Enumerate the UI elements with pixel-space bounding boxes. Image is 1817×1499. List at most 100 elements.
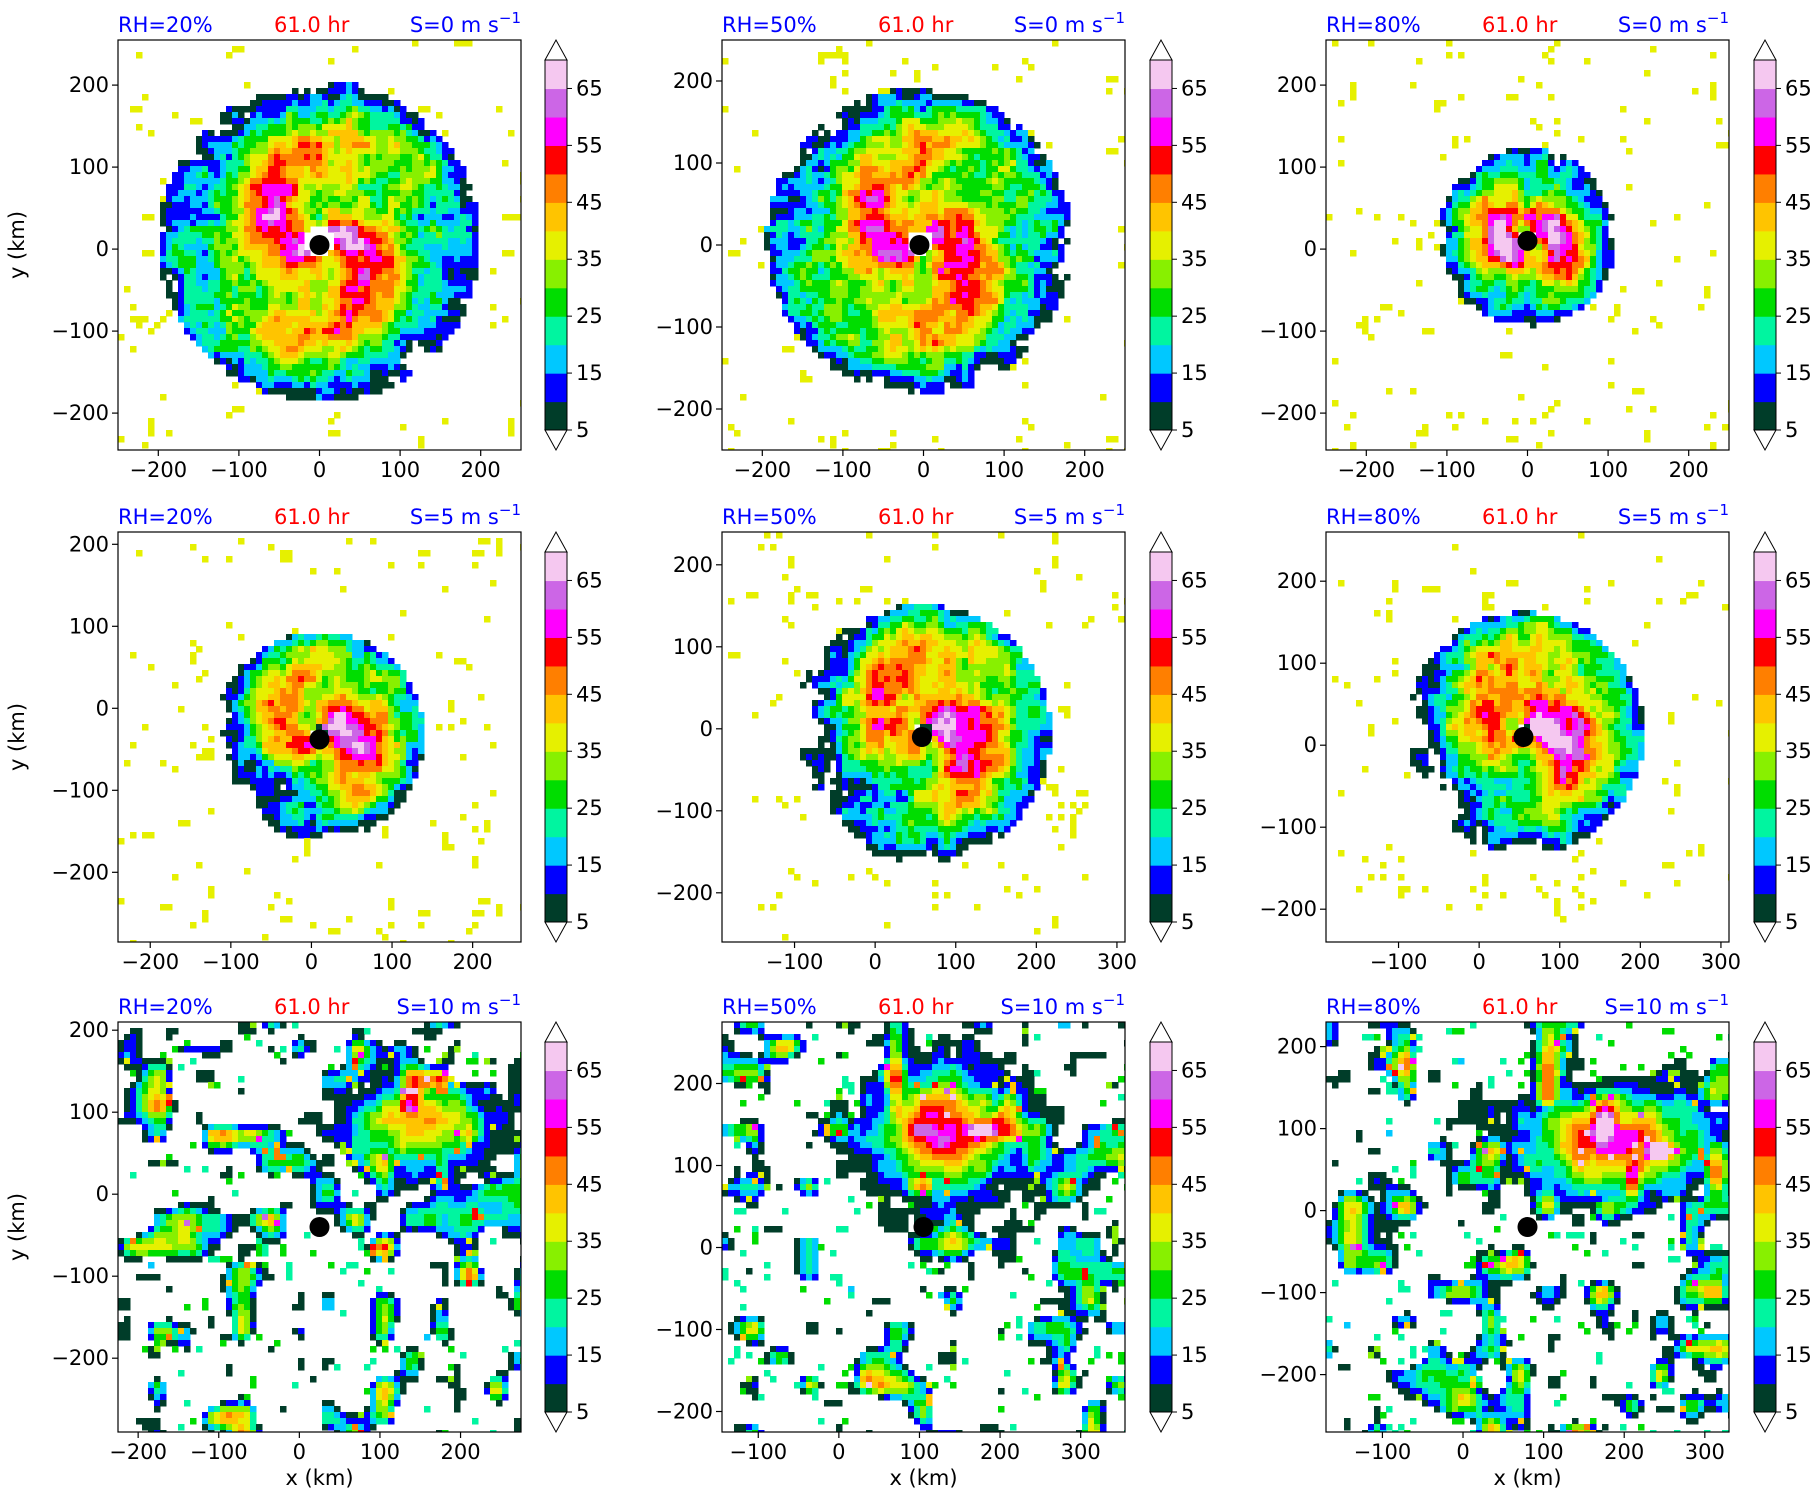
y-tick-label: 100 [69, 155, 109, 179]
colorbar-segment [1754, 1241, 1776, 1271]
y-tick-label: −100 [1259, 815, 1317, 839]
y-tick-label: −200 [51, 401, 109, 425]
x-tick-label: 0 [313, 458, 326, 482]
rh-label: RH=20% [118, 995, 213, 1019]
colorbar-segment [1150, 287, 1172, 317]
colorbar-extend-top [1753, 530, 1777, 553]
colorbar-tick-label: 25 [1785, 304, 1812, 328]
x-tick-label: 100 [1588, 458, 1628, 482]
colorbar-tick-label: 65 [1785, 1058, 1812, 1082]
colorbar-tick-label: 15 [1785, 361, 1812, 385]
colorbar-segment [1754, 836, 1776, 866]
time-label: 61.0 hr [878, 995, 954, 1019]
x-tick-label: −100 [1354, 1440, 1412, 1464]
colorbar-segment [1150, 1042, 1172, 1072]
colorbar-tick-label: 55 [1785, 133, 1812, 157]
colorbar-segment [545, 401, 567, 431]
colorbar-segment [545, 552, 567, 582]
colorbar-segment [545, 259, 567, 289]
colorbar-segment [545, 637, 567, 667]
x-tick-label: −200 [1337, 458, 1395, 482]
colorbar-segment [1754, 287, 1776, 317]
x-tick-label: 0 [917, 458, 930, 482]
y-tick-label: −100 [655, 315, 713, 339]
colorbar-tick-label: 55 [1181, 133, 1208, 157]
x-tick-label: −100 [190, 1440, 248, 1464]
reflectivity-field [722, 1022, 1125, 1432]
y-tick-label: 100 [69, 1100, 109, 1124]
y-tick-label: −100 [51, 778, 109, 802]
colorbar-tick-label: 55 [576, 1115, 603, 1139]
time-label: 61.0 hr [878, 505, 954, 529]
colorbar-segment [1150, 230, 1172, 260]
colorbar: 5 15 25 35 45 55 65 [1149, 530, 1208, 944]
colorbar-tick-label: 15 [1181, 853, 1208, 877]
y-tick-label: −200 [51, 860, 109, 884]
colorbar-extend-top [1753, 1020, 1777, 1043]
storm-center-marker [1517, 1217, 1538, 1237]
colorbar-extend-bottom [1149, 1411, 1173, 1434]
colorbar-segment [1754, 230, 1776, 260]
y-tick-label: 0 [700, 233, 713, 257]
y-tick-label: −200 [655, 881, 713, 905]
y-tick-label: 200 [1277, 73, 1317, 97]
y-tick-label: 200 [69, 532, 109, 556]
colorbar-tick-label: 65 [576, 1058, 603, 1082]
colorbar-extend-bottom [544, 429, 568, 452]
colorbar-tick-label: 5 [1785, 418, 1798, 442]
colorbar-tick-label: 65 [1181, 76, 1208, 100]
time-label: 61.0 hr [274, 505, 350, 529]
storm-center-marker [913, 1217, 934, 1237]
colorbar-segment [1150, 552, 1172, 582]
colorbar-segment [1754, 1042, 1776, 1072]
colorbar-segment [545, 722, 567, 752]
colorbar-segment [1754, 1355, 1776, 1385]
x-axis-label: x (km) [889, 1466, 957, 1490]
colorbar-segment [1754, 694, 1776, 724]
rh-label: RH=50% [722, 995, 817, 1019]
time-label: 61.0 hr [878, 13, 954, 37]
colorbar-tick-label: 65 [1181, 568, 1208, 592]
colorbar-segment [1754, 1212, 1776, 1242]
colorbar-frame [544, 551, 568, 923]
colorbar-tick-label: 55 [576, 625, 603, 649]
colorbar-segment [545, 1042, 567, 1072]
colorbar-tick-label: 35 [1181, 1229, 1208, 1253]
storm-center-marker [309, 235, 330, 255]
colorbar-tick-label: 45 [1181, 1172, 1208, 1196]
colorbar: 5 15 25 35 45 55 65 [1149, 38, 1208, 452]
shear-label: S=0 m s−1 [1618, 9, 1729, 37]
colorbar-segment [545, 145, 567, 175]
reflectivity-field [1326, 1022, 1729, 1432]
colorbar-tick-label: 5 [576, 418, 589, 442]
axes-frame [117, 531, 522, 943]
x-tick-label: 200 [461, 458, 501, 482]
colorbar-segment [1150, 637, 1172, 667]
colorbar-segment [1150, 60, 1172, 90]
x-tick-label: −100 [766, 950, 824, 974]
colorbar-segment [1150, 344, 1172, 374]
shear-label: S=10 m s−1 [1604, 991, 1729, 1019]
colorbar-tick-label: 55 [1181, 1115, 1208, 1139]
colorbar-segment [1150, 665, 1172, 695]
colorbar-tick-label: 15 [576, 1343, 603, 1367]
colorbar-tick-label: 35 [1785, 739, 1812, 763]
colorbar-segment [545, 1326, 567, 1356]
colorbar-segment [1150, 808, 1172, 838]
colorbar-segment [1150, 1155, 1172, 1185]
x-tick-label: −100 [1418, 458, 1476, 482]
colorbar-segment [1754, 722, 1776, 752]
storm-center-marker [1517, 230, 1538, 251]
colorbar-segment [545, 808, 567, 838]
x-tick-label: 100 [984, 458, 1024, 482]
rh-label: RH=20% [118, 13, 213, 37]
colorbar-tick-label: 45 [576, 190, 603, 214]
colorbar-segment [1754, 1098, 1776, 1128]
colorbar-tick-label: 35 [1785, 1229, 1812, 1253]
time-label: 61.0 hr [1482, 505, 1558, 529]
colorbar-segment [545, 1212, 567, 1242]
colorbar-segment [545, 373, 567, 403]
colorbar-segment [545, 779, 567, 809]
colorbar-extend-top [1149, 530, 1173, 553]
y-tick-label: −100 [51, 1264, 109, 1288]
